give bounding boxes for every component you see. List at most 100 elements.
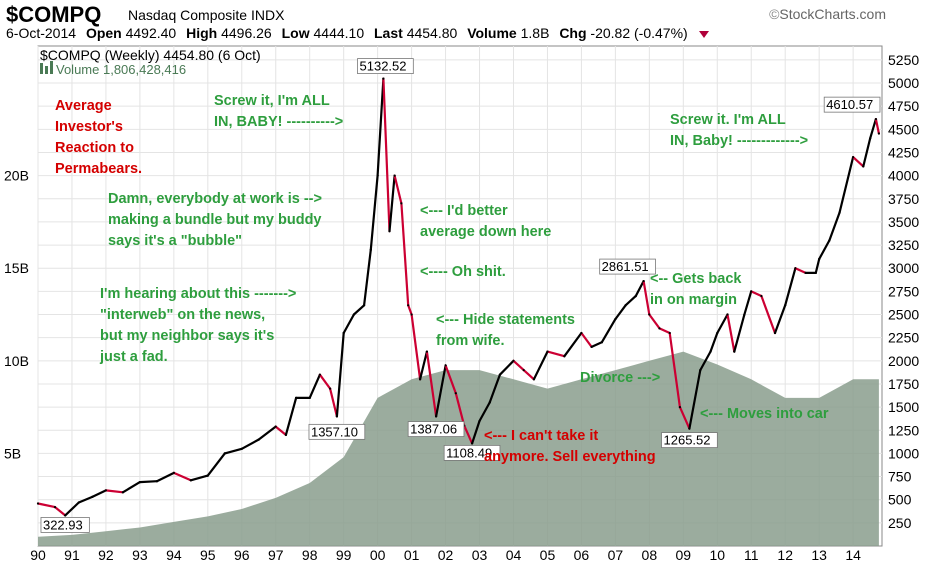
annotation-line: average down here xyxy=(420,224,551,240)
price-segment xyxy=(206,452,226,477)
price-segment xyxy=(363,248,372,307)
quote-date: 6-Oct-2014 xyxy=(6,25,77,41)
price-segment xyxy=(794,267,807,274)
price-segment xyxy=(733,313,746,353)
year-tick-label: 90 xyxy=(30,547,46,563)
price-point xyxy=(678,406,682,409)
price-segment xyxy=(648,313,661,330)
price-point xyxy=(838,211,841,214)
price-segment xyxy=(818,239,831,261)
price-point xyxy=(773,331,777,335)
annotation-line: making a bundle but my buddy xyxy=(108,212,322,228)
price-point xyxy=(828,239,831,242)
copyright-icon: © xyxy=(769,6,780,22)
price-segment xyxy=(155,471,175,483)
year-tick-label: 03 xyxy=(472,547,488,563)
brand-watermark: ©StockCharts.com xyxy=(769,6,886,22)
annotation-line: anymore. Sell everything xyxy=(484,449,656,465)
price-segment xyxy=(750,290,763,298)
price-tick-label: 3500 xyxy=(888,214,919,230)
point-label: 4610.57 xyxy=(826,97,873,112)
price-segment xyxy=(369,174,379,251)
price-tick-label: 4750 xyxy=(888,98,919,114)
price-point xyxy=(563,355,566,358)
index-full-name: Nasdaq Composite xyxy=(128,7,248,23)
price-tick-label: 4250 xyxy=(888,144,919,160)
price-point xyxy=(869,137,872,140)
price-point xyxy=(642,280,645,283)
annotation-line: Investor's xyxy=(55,119,123,135)
price-segment xyxy=(828,211,841,242)
price-segment xyxy=(580,331,593,348)
price-point xyxy=(435,415,438,418)
price-tick-label: 2250 xyxy=(888,330,919,346)
exchange-code: INDX xyxy=(250,7,285,23)
open-value: 4492.40 xyxy=(125,25,177,41)
price-segment xyxy=(257,425,277,441)
price-segment xyxy=(435,364,447,418)
price-segment xyxy=(223,447,243,455)
annotation-line: IN, BABY! ----------> xyxy=(214,114,343,130)
price-point xyxy=(36,502,40,505)
price-point xyxy=(138,481,141,484)
annotation-line: Divorce ---> xyxy=(580,370,660,386)
price-segment xyxy=(512,359,525,372)
price-point xyxy=(794,267,797,270)
year-tick-label: 95 xyxy=(200,547,216,563)
price-point xyxy=(274,425,277,428)
point-label-box xyxy=(661,432,718,448)
year-tick-label: 12 xyxy=(777,547,793,563)
price-segment xyxy=(425,350,438,418)
price-tick-label: 2750 xyxy=(888,283,919,299)
price-point xyxy=(478,419,481,423)
price-point xyxy=(699,369,702,372)
year-tick-label: 92 xyxy=(98,547,114,563)
price-point xyxy=(852,156,855,159)
point-label: 1108.49 xyxy=(446,445,492,460)
price-tick-label: 250 xyxy=(888,515,912,531)
annotation-line: <--- Hide statements xyxy=(436,312,575,328)
price-point xyxy=(64,514,67,517)
annotation-line: Damn, everybody at work is --> xyxy=(108,191,322,207)
legend-price-line: $COMPQ (Weekly) 4454.80 (6 Oct) xyxy=(40,47,261,63)
price-segment xyxy=(716,313,729,335)
price-segment xyxy=(868,117,878,140)
price-segment xyxy=(329,387,338,418)
price-point xyxy=(295,396,298,399)
annotation-line: Average xyxy=(55,98,112,114)
price-point xyxy=(733,350,736,353)
price-point xyxy=(172,471,175,474)
price-point xyxy=(335,415,338,418)
year-tick-label: 14 xyxy=(845,547,861,563)
price-tick-label: 3750 xyxy=(888,191,919,207)
point-label-box xyxy=(40,517,90,533)
price-point xyxy=(104,489,107,492)
annotation-line: <-- Gets back xyxy=(650,271,742,287)
price-segment xyxy=(814,257,821,274)
price-segment xyxy=(335,331,345,418)
price-point xyxy=(862,165,865,168)
point-label: 1387.06 xyxy=(410,422,457,437)
year-tick-label: 08 xyxy=(642,547,658,563)
price-tick-label: 5000 xyxy=(888,75,919,91)
annotation-line: just a fad. xyxy=(99,349,168,365)
price-segment xyxy=(658,327,671,335)
price-point xyxy=(419,378,422,381)
price-point xyxy=(624,304,627,307)
price-segment xyxy=(104,489,125,494)
price-point xyxy=(784,304,787,307)
price-segment xyxy=(743,290,753,316)
price-segment xyxy=(410,313,422,381)
price-point xyxy=(726,313,729,316)
price-point xyxy=(743,313,746,316)
price-segment xyxy=(393,174,403,205)
price-segment xyxy=(498,359,515,376)
price-tick-label: 5250 xyxy=(888,52,919,68)
price-segment xyxy=(773,304,787,335)
price-point xyxy=(342,331,345,335)
price-point xyxy=(393,174,396,177)
price-point xyxy=(614,318,617,321)
price-tick-label: 1250 xyxy=(888,422,919,438)
chg-label: Chg xyxy=(559,25,587,41)
